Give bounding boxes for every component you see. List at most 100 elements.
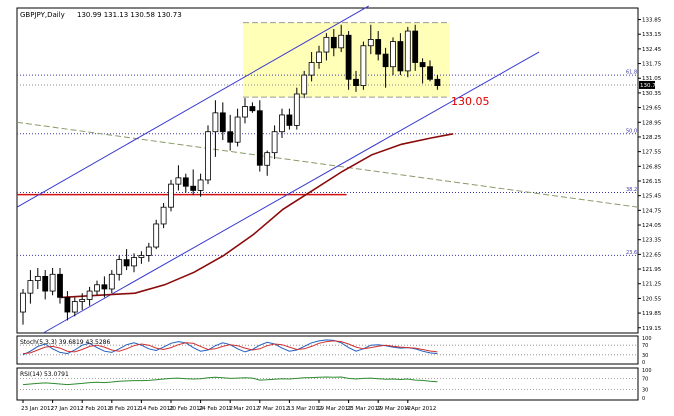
candle-body [197,179,204,191]
y-tick-label: 119.85 [642,311,662,317]
x-tick-label: 2 Feb 2012 [80,406,111,412]
candle-body [427,66,433,80]
candle-body [71,301,78,313]
candle-body [390,41,396,68]
candle-body [353,78,359,86]
candle-body [138,255,145,258]
candle-body [175,177,182,185]
y-tick-label: 133.15 [642,32,662,38]
candle-body [34,275,41,281]
candle-body [94,284,100,292]
stoch-y-tick-label: 0 [642,360,645,366]
x-tick-label: 4 Apr 2012 [406,406,437,412]
y-tick-label: 123.35 [642,238,662,244]
stoch-y-tick-label: 100 [642,336,652,342]
candle-body [345,34,352,80]
y-tick-label: 120.55 [642,296,662,302]
x-tick-label: 27 Jan 2012 [51,406,84,412]
candle-body [293,93,300,126]
candle-body [308,62,315,76]
candle-body [20,292,26,313]
candle-body [86,290,93,300]
ohlc-header: 130.99 131.13 130.58 130.73 [77,11,182,19]
x-tick-label: 14 Feb 2012 [139,406,173,412]
candle-body [123,259,130,267]
candle-body [375,39,382,55]
y-tick-label: 126.15 [642,179,662,185]
y-tick-label: 121.25 [642,282,662,288]
candle-body [256,110,263,166]
candle-body [286,114,293,126]
candle-body [64,296,71,313]
candle-body [242,106,248,118]
rsi-panel-frame [16,367,639,401]
candle-body [360,45,367,86]
y-tick-label: 132.45 [642,47,662,53]
x-tick-label: 19 Mar 2012 [317,406,352,412]
rsi-series-line [22,376,438,386]
candle-body [227,131,234,143]
candle-body [367,39,374,47]
candle-body [264,152,271,166]
x-tick-label: 1 Mar 2012 [228,406,259,412]
descending-dashed-trendline [16,121,639,208]
rsi-y-tick-label: 0 [642,396,645,402]
y-tick-label: 126.85 [642,164,662,170]
rsi-y-axis: 100 70 30 0 [642,368,652,402]
candle-body [382,53,389,68]
candle-body [42,275,49,292]
candle-body [27,280,34,294]
candle-body [190,185,197,191]
main-y-axis: 133.85 133.15 132.45 131.75 131.05 130.35 129.… [638,18,662,332]
candle-body [205,131,211,181]
candle-body [234,116,241,143]
x-tick-label: 29 Mar 2012 [376,406,411,412]
candle-body [49,273,56,292]
candle-body [419,62,426,68]
y-tick-label: 125.45 [642,194,662,200]
stoch-panel-content [17,339,638,356]
candle-body [219,112,226,133]
stoch-series-line [22,340,438,355]
candle-body [182,177,189,187]
candle-body [301,74,308,95]
y-tick-label: 129.65 [642,106,662,112]
x-tick-label: 20 Feb 2012 [169,406,203,412]
candle-body [145,246,152,256]
candle-body [131,257,137,267]
x-tick-label: 23 Mar 2012 [347,406,382,412]
candle-body [79,299,86,302]
candle-body [330,36,337,49]
candle-body [101,284,108,290]
candle-body [160,206,167,225]
rsi-panel-content [17,376,638,391]
rsi-y-tick-label: 30 [642,388,648,394]
main-panel-content: 61.8 50.0 38.2 23.6 [16,5,639,334]
y-tick-label: 128.95 [642,120,662,126]
candle-body [397,41,404,72]
x-tick-label: 23 Jan 2012 [21,406,54,412]
candle-body [108,273,115,290]
main-price-panel: 61.8 50.0 38.2 23.6 GBPJPY,Daily 130.99 131… [16,5,662,334]
stoch-indicator-label: Stoch(5,3,3) 39.6819 43.5286 [20,339,111,346]
y-tick-label: 124.75 [642,208,662,214]
fib-level-label: 38.2 [626,187,637,193]
candle-body [116,259,123,275]
fib-level-label: 50.0 [626,128,637,134]
stoch-y-tick-label: 30 [642,353,648,359]
moving-average-line [60,133,454,299]
candle-body [316,51,322,63]
candle-body [212,112,219,133]
candle-body [153,223,160,248]
candle-body [323,36,330,53]
symbol-title: GBPJPY,Daily [20,11,65,19]
candle-body [168,183,174,208]
y-tick-label: 121.95 [642,267,662,273]
y-tick-label: 131.05 [642,76,662,82]
channel-lower-line [42,51,540,334]
x-tick-label: 13 Mar 2012 [287,406,322,412]
candle-body [271,131,278,154]
